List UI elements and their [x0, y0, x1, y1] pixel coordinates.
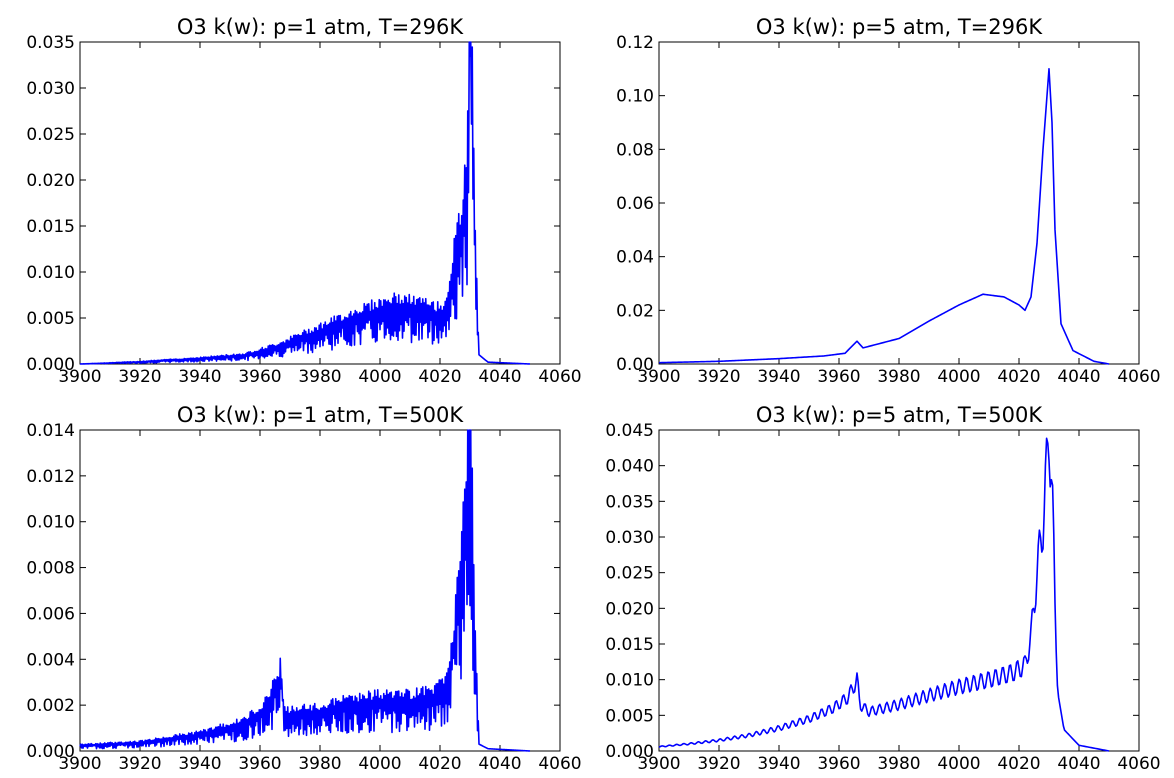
- axes-frame: [658, 41, 1140, 365]
- x-tick-label: 3980: [877, 754, 920, 774]
- data-series-line: [658, 68, 1110, 365]
- x-tick-label: 3900: [637, 754, 680, 774]
- y-tick-label: 0.045: [605, 421, 654, 441]
- y-tick-label: 0.002: [26, 696, 75, 716]
- y-tick-label: 0.020: [605, 599, 654, 619]
- y-tick-label: 0.000: [26, 742, 75, 762]
- x-tick-label: 3980: [298, 367, 341, 387]
- y-tick-label: 0.010: [605, 671, 654, 691]
- y-tick-label: 0.015: [26, 217, 75, 237]
- x-tick-label: 4040: [478, 367, 521, 387]
- x-tick-label: 3960: [817, 754, 860, 774]
- x-tick-label: 3900: [58, 367, 101, 387]
- x-tick-label: 3940: [178, 367, 221, 387]
- x-tick-label: 4040: [478, 754, 521, 774]
- y-tick-label: 0.00: [616, 355, 654, 375]
- y-tick-label: 0.005: [26, 309, 75, 329]
- x-tick-label: 4060: [538, 367, 581, 387]
- x-tick-label: 3920: [697, 367, 740, 387]
- data-series-line: [79, 429, 531, 752]
- x-tick-label: 3920: [118, 367, 161, 387]
- x-tick-label: 4020: [418, 367, 461, 387]
- x-tick-label: 4020: [997, 367, 1040, 387]
- y-tick-label: 0.030: [26, 79, 75, 99]
- x-tick-label: 4060: [1117, 754, 1160, 774]
- subplot-title: O3 k(w): p=1 atm, T=500K: [177, 403, 464, 427]
- y-tick-label: 0.10: [616, 87, 654, 107]
- subplot-p5-t500: O3 k(w): p=5 atm, T=500K 3900 3920 3940 396…: [605, 403, 1160, 774]
- y-tick-label: 0.025: [605, 564, 654, 584]
- y-tick-label: 0.025: [26, 125, 75, 145]
- y-tick-label: 0.010: [26, 513, 75, 533]
- x-tick-label: 3920: [697, 754, 740, 774]
- x-tick-label: 4020: [997, 754, 1040, 774]
- y-tick-label: 0.008: [26, 559, 75, 579]
- y-tick-label: 0.006: [26, 604, 75, 624]
- data-series-line: [79, 41, 531, 365]
- y-tick-label: 0.030: [605, 528, 654, 548]
- y-tick-label: 0.010: [26, 263, 75, 283]
- subplot-p1-t296: O3 k(w): p=1 atm, T=296K 3900 3920 3940 396…: [26, 15, 581, 387]
- x-tick-label: 3920: [118, 754, 161, 774]
- subplot-p1-t500: O3 k(w): p=1 atm, T=500K 3900 3920 3940 396…: [26, 403, 581, 774]
- y-tick-label: 0.04: [616, 248, 654, 268]
- y-tick-label: 0.040: [605, 457, 654, 477]
- y-tick-label: 0.014: [26, 421, 75, 441]
- y-tick-label: 0.06: [616, 194, 654, 214]
- x-tick-label: 3960: [238, 754, 281, 774]
- x-tick-label: 4000: [358, 367, 401, 387]
- x-tick-label: 3960: [238, 367, 281, 387]
- axes-frame: [79, 429, 561, 752]
- x-tick-label: 4020: [418, 754, 461, 774]
- x-tick-label: 3900: [58, 754, 101, 774]
- y-tick-label: 0.015: [605, 635, 654, 655]
- y-tick-label: 0.12: [616, 33, 654, 53]
- y-tick-label: 0.000: [605, 742, 654, 762]
- x-tick-label: 3960: [817, 367, 860, 387]
- axes-frame: [79, 41, 561, 365]
- y-tick-label: 0.02: [616, 301, 654, 321]
- y-tick-label: 0.035: [26, 33, 75, 53]
- x-tick-label: 4040: [1057, 754, 1100, 774]
- y-tick-label: 0.08: [616, 140, 654, 160]
- x-tick-label: 4040: [1057, 367, 1100, 387]
- x-tick-label: 3940: [757, 367, 800, 387]
- x-tick-label: 3940: [178, 754, 221, 774]
- y-tick-label: 0.035: [605, 492, 654, 512]
- x-tick-label: 4000: [937, 367, 980, 387]
- x-tick-label: 4000: [937, 754, 980, 774]
- subplot-title: O3 k(w): p=5 atm, T=500K: [756, 403, 1043, 427]
- y-tick-label: 0.005: [605, 706, 654, 726]
- y-tick-label: 0.020: [26, 171, 75, 191]
- x-tick-label: 3940: [757, 754, 800, 774]
- x-tick-label: 4060: [538, 754, 581, 774]
- y-tick-label: 0.004: [26, 650, 75, 670]
- x-tick-label: 4060: [1117, 367, 1160, 387]
- y-tick-label: 0.012: [26, 467, 75, 487]
- subplot-title: O3 k(w): p=5 atm, T=296K: [756, 15, 1043, 39]
- subplot-title: O3 k(w): p=1 atm, T=296K: [177, 15, 464, 39]
- x-tick-label: 3980: [298, 754, 341, 774]
- x-tick-label: 3980: [877, 367, 920, 387]
- data-series-line: [658, 437, 1110, 752]
- y-tick-label: 0.000: [26, 355, 75, 375]
- x-tick-label: 4000: [358, 754, 401, 774]
- subplot-p5-t296: O3 k(w): p=5 atm, T=296K 3900 3920 3940 396…: [616, 15, 1160, 387]
- x-tick-label: 3900: [637, 367, 680, 387]
